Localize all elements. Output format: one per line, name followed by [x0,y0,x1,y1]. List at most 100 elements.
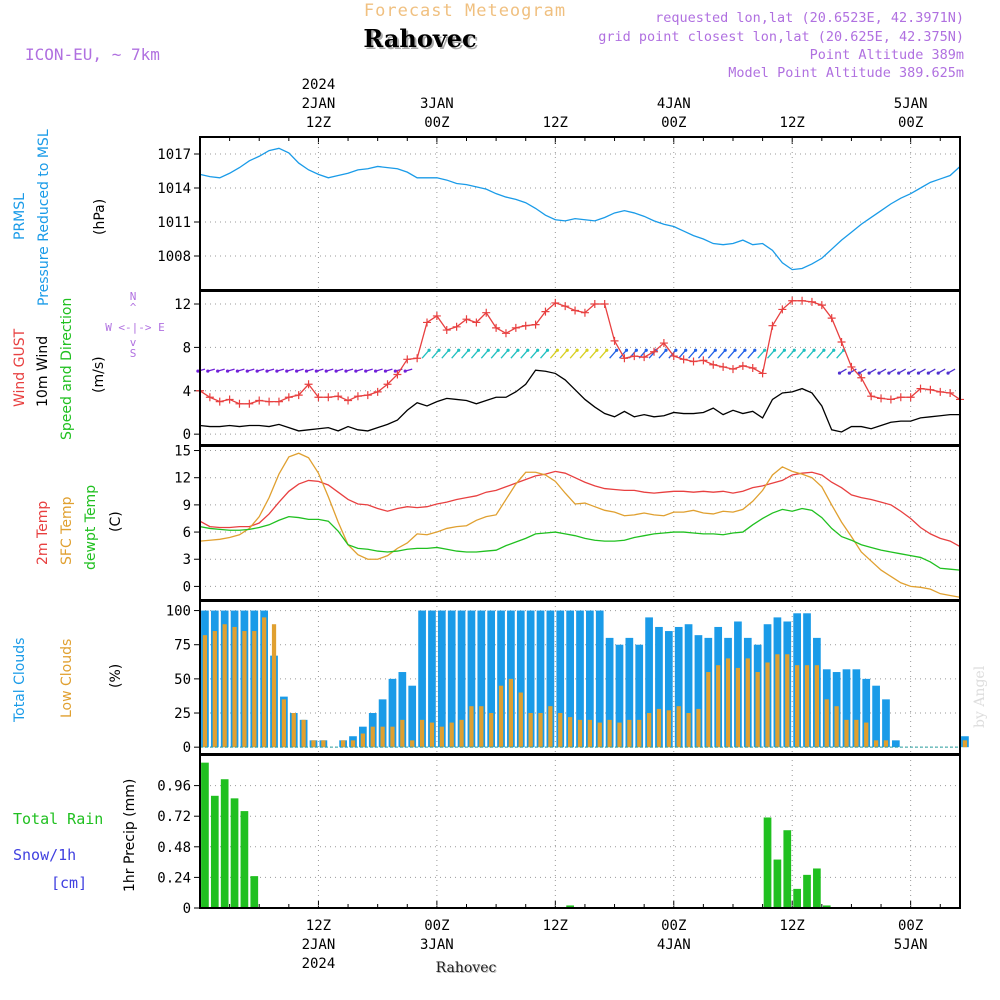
gust-marker [679,355,688,364]
gust-marker [906,393,915,402]
clouds-bar [479,706,484,748]
pressure-ytick-label: 1017 [157,147,191,163]
clouds-bar [378,699,387,748]
gust-marker [857,373,866,382]
clouds-bar [408,685,417,748]
gust-marker [284,393,293,402]
wind-arrow-head [354,369,358,373]
temp-ytick-label: 15 [174,444,191,460]
gust-marker [551,298,560,307]
wind-arrow-head [295,369,299,373]
wind-arrow-head [575,348,579,352]
wind-arrow-head [743,348,747,352]
gust-marker [748,364,757,372]
gust-marker [205,393,214,402]
wind-arrow-head [713,348,717,352]
clouds-bar [646,713,652,748]
wind-arrow-head [196,369,200,373]
requested-coords: requested lon,lat (20.6523E, 42.3971N) [655,10,964,26]
clouds-bar [804,665,810,748]
clouds-bar [852,669,861,748]
gust-marker [600,300,609,309]
wind-arrow [658,349,667,359]
clouds-bar [447,610,456,748]
wind-arrow-head [437,348,441,352]
wind-arrow-head [383,369,388,373]
gust-marker [709,360,718,369]
precip-ytick-label: 0.96 [157,779,191,795]
wind-arrow-head [506,348,510,352]
wind-arrow-head [344,369,348,373]
wind-arrow [707,349,716,359]
wind-arrow-head [496,348,500,352]
temp-ytick-label: 9 [183,498,191,514]
pressure-ytick-label: 1014 [157,181,191,197]
temp-ytick-label: 12 [174,471,191,487]
bottom-time-label: 2024 [302,956,336,972]
temp-unit: (C) [108,511,124,532]
clouds-bar [222,624,227,748]
clouds-bar [528,713,533,748]
top-time-label: 2JAN [302,96,336,112]
clouds-bar [655,626,663,748]
compass-sn-arrow: v [130,336,137,349]
clouds-bar [962,740,968,748]
wind-label-3: Speed and Direction [59,298,75,440]
gust-marker [511,323,520,332]
clouds-bar [526,610,535,748]
gust-marker [758,369,767,378]
gust-marker [432,311,441,320]
gust-marker [353,392,362,401]
clouds-ytick-label: 0 [183,740,191,756]
top-time-label: 12Z [780,115,805,131]
clouds-panel: 0 25 50 75 100 [166,600,969,756]
clouds-bar [419,719,425,748]
gust-marker [817,301,826,310]
wind-arrow-head [364,369,368,373]
pressure-unit: (hPa) [92,199,108,235]
wind-arrow-head [447,348,451,352]
precip-labels: Total Rain Snow/1h [cm] 1hr Precip (mm) [13,779,138,892]
wind-arrow-head [216,369,220,373]
wind-arrow-head [516,348,520,352]
wind-arrow-head [897,371,901,375]
top-time-label: 4JAN [657,96,691,112]
compass-ns-arrow: ^ [130,301,137,314]
temp-ytick-label: 3 [183,552,191,568]
clouds-bar [400,719,405,748]
clouds-bar [656,708,662,748]
wind-arrow-head [595,348,599,352]
wind-arrow-head [393,369,397,373]
clouds-bar [883,740,889,748]
compass-rose: N ^ W <-|-> E v S [105,290,165,360]
precip-ytick-label: 0.48 [157,840,191,856]
clouds-bar [546,610,555,748]
gust-marker [867,392,876,401]
wind-arrow-head [585,348,589,352]
clouds-bar [380,726,385,748]
wind-arrow [451,349,460,359]
clouds-bar [388,678,397,748]
pressure-frame [199,136,961,291]
gust-marker [926,385,935,394]
gust-marker [442,326,451,335]
top-time-label: 5JAN [894,96,928,112]
wind-arrow [510,349,519,359]
wind-arrow-head [763,348,767,352]
precip-label-3: [cm] [51,874,87,892]
wind-arrow-head [802,348,806,352]
wind-arrow-head [545,348,550,352]
temp-label-2: SFC Temp [59,496,75,565]
model-label: ICON-EU, ~ 7km [25,45,160,64]
wind-arrow-head [733,348,737,352]
clouds-bar [725,658,731,748]
clouds-bar [873,740,879,748]
clouds-bar [842,669,851,748]
gust-marker [798,296,807,305]
wind-arrow [826,349,835,359]
top-time-label: 00Z [424,115,449,131]
wind-arrow [441,349,450,359]
wind-arrow-head [664,348,668,352]
precip-ytick-label: 0 [183,901,191,917]
cloud-label-1: Total Clouds [12,638,28,723]
